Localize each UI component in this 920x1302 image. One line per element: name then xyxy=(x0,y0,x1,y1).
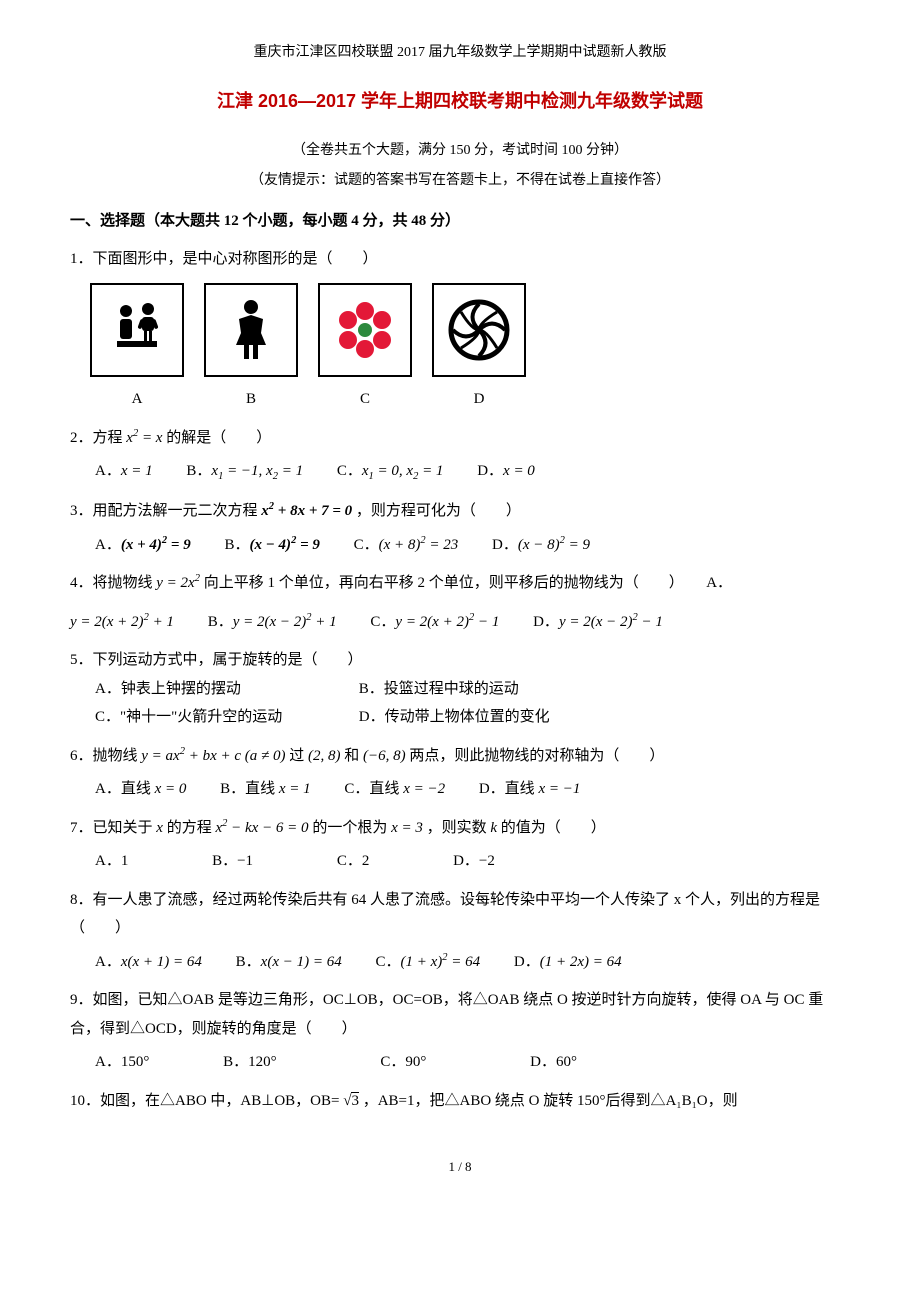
q2-equation: x2 = x xyxy=(126,430,162,446)
q4-opt-d: D．y = 2(x − 2)2 − 1 xyxy=(533,608,663,637)
q3-opt-c: C．(x + 8)2 = 23 xyxy=(354,531,459,560)
q1-label-b: B xyxy=(204,385,298,414)
q2-stem-suffix: 的解是（ ） xyxy=(166,430,271,446)
q6-opt-b: B．直线 x = 1 xyxy=(220,775,311,804)
q9-opt-d: D．60° xyxy=(530,1048,577,1077)
q1-label-a: A xyxy=(90,385,184,414)
q7-mid2: 的一个根为 xyxy=(312,820,391,836)
q2-opt-b: B．x1 = −1, x2 = 1 xyxy=(186,457,303,487)
q10-prefix: 10．如图，在△ABO 中，AB⊥OB，OB= xyxy=(70,1093,339,1109)
q3-opt-d: D．(x − 8)2 = 9 xyxy=(492,531,590,560)
exam-title: 江津 2016—2017 学年上期四校联考期中检测九年级数学试题 xyxy=(70,85,850,117)
q1-label-d: D xyxy=(432,385,526,414)
q7-equation: x2 − kx − 6 = 0 xyxy=(215,820,308,836)
question-6: 6．抛物线 y = ax2 + bx + c (a ≠ 0) 过 (2, 8) … xyxy=(70,742,850,804)
question-9: 9．如图，已知△OAB 是等边三角形，OC⊥OB，OC=OB，将△OAB 绕点 … xyxy=(70,986,850,1077)
q3-stem-suffix: ，则方程可化为（ ） xyxy=(356,503,521,519)
q1-icon-c xyxy=(318,283,412,377)
q7-opt-d: D．−2 xyxy=(453,847,495,876)
question-1: 1．下面图形中，是中心对称图形的是（ ） xyxy=(70,245,850,414)
q3-stem-prefix: 3．用配方法解一元二次方程 xyxy=(70,503,261,519)
q3-equation: x2 + 8x + 7 = 0 xyxy=(261,503,352,519)
q7-opt-b: B．−1 xyxy=(212,847,253,876)
q4-stem-suffix: 向上平移 1 个单位，再向右平移 2 个单位，则平移后的抛物线为（ ） A． xyxy=(204,575,732,591)
question-4: 4．将抛物线 y = 2x2 向上平移 1 个单位，再向右平移 2 个单位，则平… xyxy=(70,569,850,636)
q4-opt-b: B．y = 2(x − 2)2 + 1 xyxy=(208,608,337,637)
q6-p2: (−6, 8) xyxy=(363,748,406,764)
q1-stem: 1．下面图形中，是中心对称图形的是（ ） xyxy=(70,245,850,274)
q9-opt-c: C．90° xyxy=(380,1048,426,1077)
q6-mid1: 过 xyxy=(289,748,308,764)
question-2: 2．方程 x2 = x 的解是（ ） A．x = 1 B．x1 = −1, x2… xyxy=(70,424,850,487)
q1-icons: A B C D xyxy=(90,283,850,414)
q5-opt-b: B．投篮过程中球的运动 xyxy=(359,681,519,697)
q7-suffix: ，则实数 xyxy=(427,820,491,836)
q6-stem-suffix: 两点，则此抛物线的对称轴为（ ） xyxy=(409,748,664,764)
page-number: 1 / 8 xyxy=(70,1155,850,1178)
q7-end: 的值为（ ） xyxy=(501,820,606,836)
q4-opt-c: C．y = 2(x + 2)2 − 1 xyxy=(370,608,499,637)
q5-stem: 5．下列运动方式中，属于旋转的是（ ） xyxy=(70,646,850,675)
q5-opt-a: A．钟表上钟摆的摆动 xyxy=(95,675,355,704)
question-8: 8．有一人患了流感，经过两轮传染后共有 64 人患了流感。设每轮传染中平均一个人… xyxy=(70,886,850,977)
q2-opt-a: A．x = 1 xyxy=(95,457,153,486)
q5-opt-d: D．传动带上物体位置的变化 xyxy=(359,709,550,725)
q8-opt-b: B．x(x − 1) = 64 xyxy=(236,948,342,977)
q6-stem-prefix: 6．抛物线 xyxy=(70,748,141,764)
question-10: 10．如图，在△ABO 中，AB⊥OB，OB= √3 ，AB=1，把△ABO 绕… xyxy=(70,1087,850,1116)
q1-icon-b xyxy=(204,283,298,377)
q9-opt-b: B．120° xyxy=(223,1048,277,1077)
q10-sqrt: √3 xyxy=(343,1092,359,1109)
q3-opt-b: B．(x − 4)2 = 9 xyxy=(224,531,319,560)
q3-opt-a: A．(x + 4)2 = 9 xyxy=(95,531,191,560)
q8-opt-a: A．x(x + 1) = 64 xyxy=(95,948,202,977)
q8-stem: 8．有一人患了流感，经过两轮传染后共有 64 人患了流感。设每轮传染中平均一个人… xyxy=(70,886,850,943)
q9-opt-a: A．150° xyxy=(95,1048,149,1077)
q1-label-c: C xyxy=(318,385,412,414)
q7-prefix: 7．已知关于 xyxy=(70,820,156,836)
q6-opt-d: D．直线 x = −1 xyxy=(479,775,581,804)
q10-suffix: ，AB=1，把△ABO 绕点 O 旋转 150°后得到△A₁B₁O，则 xyxy=(363,1093,738,1109)
q2-opt-c: C．x1 = 0, x2 = 1 xyxy=(337,457,444,487)
q6-p1: (2, 8) xyxy=(308,748,341,764)
q8-opt-c: C．(1 + x)2 = 64 xyxy=(375,948,480,977)
q2-opt-d: D．x = 0 xyxy=(477,457,535,486)
q7-opt-a: A．1 xyxy=(95,847,128,876)
header-note: 重庆市江津区四校联盟 2017 届九年级数学上学期期中试题新人教版 xyxy=(70,40,850,65)
section-1-header: 一、选择题（本大题共 12 个小题，每小题 4 分，共 48 分） xyxy=(70,208,850,235)
q1-icon-a xyxy=(90,283,184,377)
q7-opt-c: C．2 xyxy=(337,847,370,876)
q4-opt-a-expr: y = 2(x + 2)2 + 1 xyxy=(70,608,174,637)
q4-equation: y = 2x2 xyxy=(156,575,200,591)
q6-mid2: 和 xyxy=(344,748,363,764)
q5-opt-c: C．"神十一"火箭升空的运动 xyxy=(95,703,355,732)
subtitle-1: （全卷共五个大题，满分 150 分，考试时间 100 分钟） xyxy=(70,138,850,163)
q9-stem: 9．如图，已知△OAB 是等边三角形，OC⊥OB，OC=OB，将△OAB 绕点 … xyxy=(70,986,850,1043)
q2-stem-prefix: 2．方程 xyxy=(70,430,126,446)
q7-mid1: 的方程 xyxy=(167,820,216,836)
question-7: 7．已知关于 x 的方程 x2 − kx − 6 = 0 的一个根为 x = 3… xyxy=(70,814,850,876)
subtitle-2: （友情提示：试题的答案书写在答题卡上，不得在试卷上直接作答） xyxy=(70,168,850,193)
q1-icon-d xyxy=(432,283,526,377)
q6-equation: y = ax2 + bx + c (a ≠ 0) xyxy=(141,748,285,764)
question-5: 5．下列运动方式中，属于旋转的是（ ） A．钟表上钟摆的摆动 B．投篮过程中球的… xyxy=(70,646,850,732)
q8-opt-d: D．(1 + 2x) = 64 xyxy=(514,948,622,977)
q6-opt-a: A．直线 x = 0 xyxy=(95,775,186,804)
q6-opt-c: C．直线 x = −2 xyxy=(344,775,445,804)
question-3: 3．用配方法解一元二次方程 x2 + 8x + 7 = 0 ，则方程可化为（ ）… xyxy=(70,497,850,559)
q4-stem-prefix: 4．将抛物线 xyxy=(70,575,156,591)
